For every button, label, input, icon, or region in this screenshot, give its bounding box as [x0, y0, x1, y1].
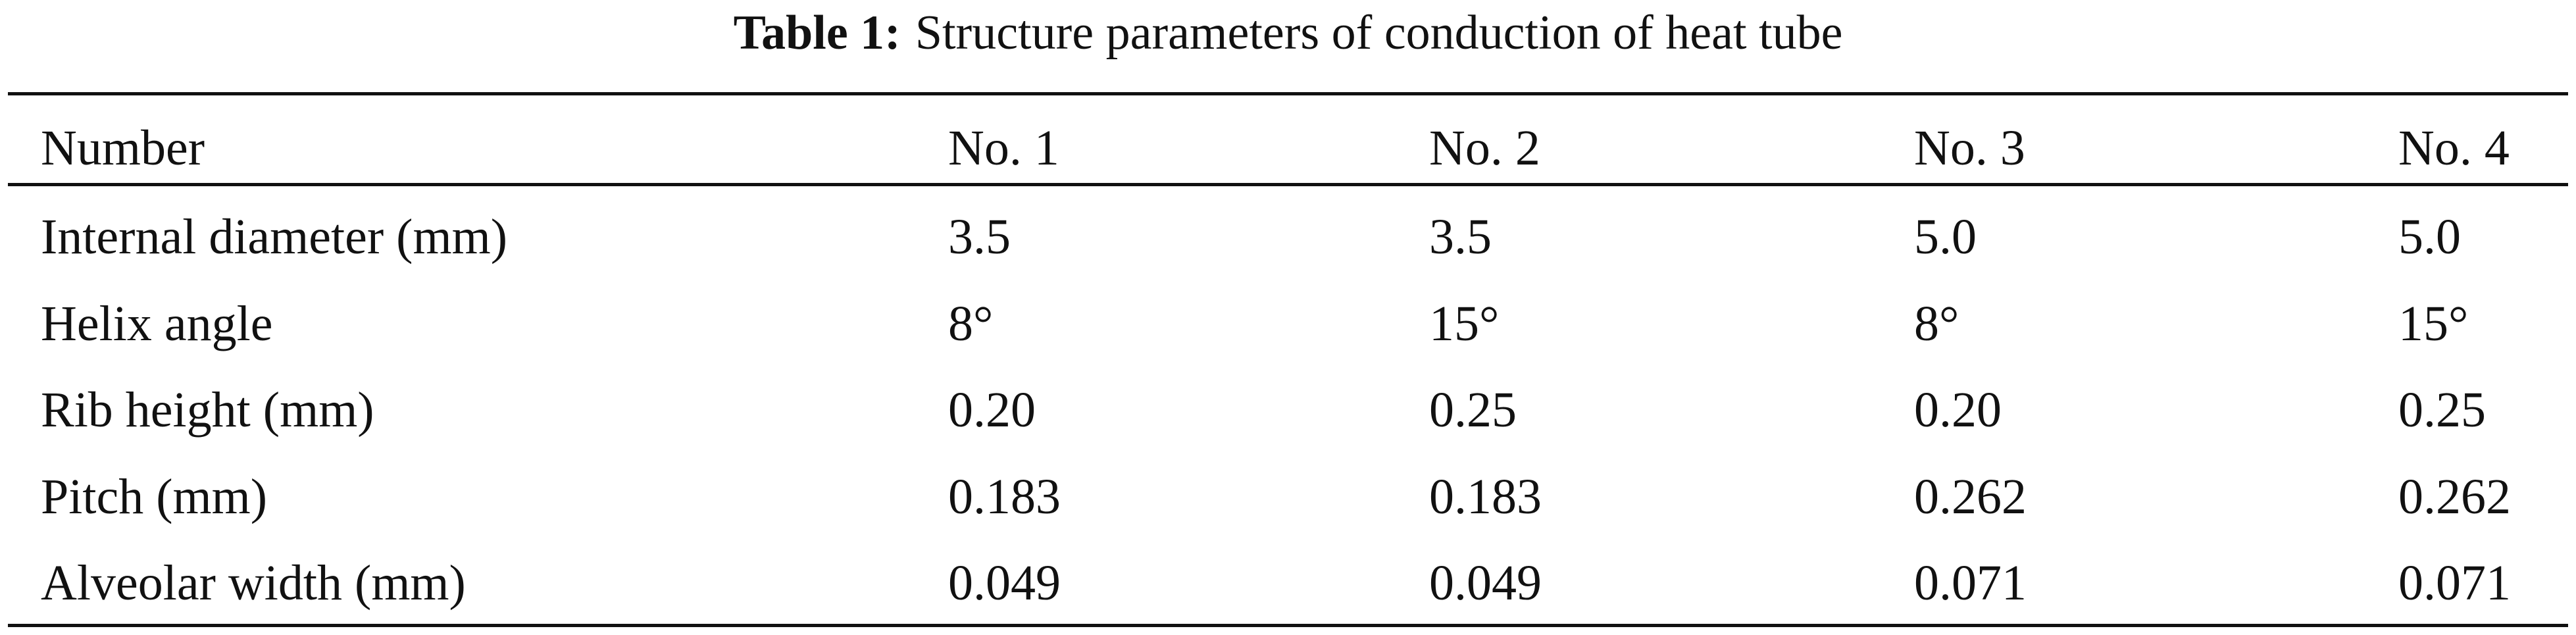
caption-label: Table 1:: [733, 6, 901, 60]
table-cell: 0.071: [1914, 555, 2027, 611]
table-cell: 3.5: [948, 209, 1011, 265]
table-cell: 15°: [1429, 296, 1500, 351]
table-cell: 0.183: [948, 469, 1061, 524]
table-cell: 0.25: [1429, 382, 1517, 438]
table-cell: 5.0: [1914, 209, 1977, 265]
row-label: Pitch (mm): [41, 469, 268, 524]
table-cell: 8°: [948, 296, 994, 351]
table-cell: 0.183: [1429, 469, 1542, 524]
row-label: Rib height (mm): [41, 382, 374, 438]
table-cell: 15°: [2398, 296, 2469, 351]
table-cell: 0.20: [1914, 382, 2002, 438]
table-cell: 0.262: [2398, 469, 2511, 524]
header-cell: Number: [41, 120, 205, 176]
bottom-rule: [8, 624, 2568, 627]
row-label: Alveolar width (mm): [41, 555, 466, 611]
row-label: Internal diameter (mm): [41, 209, 508, 265]
table-cell: 0.049: [1429, 555, 1542, 611]
table-cell: 0.049: [948, 555, 1061, 611]
table-cell: 0.25: [2398, 382, 2486, 438]
header-cell: No. 2: [1429, 120, 1540, 176]
table-caption: Table 1: Structure parameters of conducti…: [0, 7, 2576, 59]
table-cell: 8°: [1914, 296, 1959, 351]
header-cell: No. 1: [948, 120, 1059, 176]
table-cell: 5.0: [2398, 209, 2461, 265]
top-rule: [8, 92, 2568, 95]
header-rule: [8, 183, 2568, 186]
row-label: Helix angle: [41, 296, 273, 351]
caption-text: Structure parameters of conduction of he…: [915, 6, 1843, 60]
table-cell: 0.20: [948, 382, 1036, 438]
table-cell: 3.5: [1429, 209, 1492, 265]
header-cell: No. 3: [1914, 120, 2025, 176]
table-cell: 0.071: [2398, 555, 2511, 611]
table-cell: 0.262: [1914, 469, 2027, 524]
header-cell: No. 4: [2398, 120, 2510, 176]
